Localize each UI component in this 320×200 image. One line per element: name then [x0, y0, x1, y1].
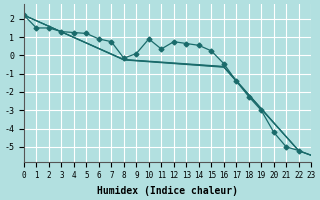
X-axis label: Humidex (Indice chaleur): Humidex (Indice chaleur)	[97, 186, 238, 196]
